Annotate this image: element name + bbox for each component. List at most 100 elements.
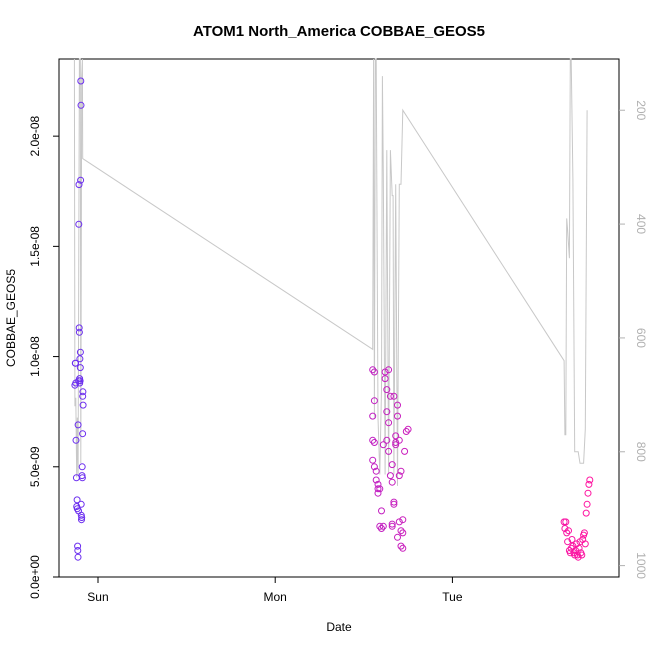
- data-point: [397, 527, 405, 535]
- data-point: [379, 441, 387, 449]
- data-point: [383, 386, 391, 394]
- data-point: [564, 538, 572, 546]
- data-point: [75, 324, 83, 332]
- data-point: [568, 536, 576, 543]
- data-point: [565, 527, 572, 535]
- pressure-line-segment: [73, 58, 588, 486]
- data-point: [376, 522, 384, 530]
- data-point: [394, 401, 401, 409]
- data-point: [578, 551, 586, 559]
- data-point: [370, 397, 378, 405]
- data-point: [370, 439, 378, 446]
- data-point: [580, 529, 588, 537]
- plot-frame: [58, 58, 620, 578]
- data-point: [369, 456, 377, 464]
- x-tick-label: Tue: [442, 590, 463, 604]
- data-point: [381, 375, 389, 383]
- data-point: [388, 461, 396, 469]
- data-point: [76, 364, 84, 372]
- data-point: [563, 529, 571, 537]
- data-point: [75, 220, 83, 228]
- data-point: [73, 496, 81, 504]
- data-point: [401, 447, 409, 455]
- data-point: [74, 553, 82, 561]
- right-tick-label: 800: [634, 442, 648, 462]
- data-point: [374, 489, 382, 497]
- y-tick-label: 1.5e-08: [28, 226, 42, 267]
- data-point: [582, 509, 590, 517]
- data-point: [372, 476, 380, 484]
- data-point: [376, 485, 384, 493]
- data-point: [75, 181, 83, 189]
- y-tick-label: 0.0e+00: [28, 555, 42, 599]
- data-point: [583, 500, 591, 508]
- data-point: [397, 467, 405, 475]
- x-tick-label: Sun: [87, 590, 108, 604]
- data-point: [586, 476, 594, 484]
- y-tick-label: 5.0e-09: [28, 446, 42, 487]
- data-point: [561, 525, 569, 532]
- data-point: [78, 474, 86, 482]
- data-point: [383, 408, 391, 416]
- data-point: [369, 366, 377, 374]
- right-tick-label: 400: [634, 214, 648, 234]
- data-point: [575, 544, 583, 552]
- data-point: [388, 520, 396, 528]
- data-point: [78, 514, 86, 521]
- data-point: [571, 551, 579, 559]
- data-point: [76, 348, 84, 356]
- data-point: [385, 419, 393, 427]
- data-point: [378, 525, 385, 532]
- data-point: [369, 436, 377, 444]
- data-point: [381, 368, 389, 376]
- data-point: [74, 542, 82, 550]
- data-point: [72, 436, 80, 444]
- data-point: [584, 489, 592, 497]
- data-point: [388, 478, 396, 486]
- x-axis: Sun Mon Tue: [87, 577, 463, 604]
- right-tick-label: 1000: [634, 552, 648, 579]
- data-point: [562, 518, 570, 526]
- data-point: [77, 101, 85, 109]
- data-points: [71, 77, 594, 561]
- data-point: [402, 428, 410, 435]
- data-point: [385, 366, 393, 374]
- data-point: [581, 540, 589, 548]
- x-tick-label: Mon: [264, 590, 287, 604]
- data-point: [79, 392, 87, 400]
- data-point: [77, 176, 85, 184]
- data-point: [76, 355, 84, 363]
- data-point: [395, 436, 403, 444]
- data-point: [79, 430, 87, 438]
- data-point: [383, 436, 391, 444]
- x-axis-label: Date: [326, 620, 352, 634]
- data-point: [399, 544, 407, 552]
- data-point: [374, 480, 382, 488]
- data-point: [78, 463, 86, 471]
- data-point: [386, 392, 394, 400]
- data-point: [79, 388, 87, 396]
- data-point: [78, 516, 85, 524]
- y-axis-label: COBBAE_GEOS5: [4, 269, 18, 367]
- data-point: [392, 432, 400, 440]
- data-point: [390, 498, 398, 506]
- pressure-line: [73, 58, 588, 486]
- data-point: [370, 463, 378, 471]
- data-point: [79, 401, 87, 409]
- data-point: [379, 522, 387, 530]
- data-point: [72, 359, 79, 367]
- data-point: [397, 542, 405, 550]
- y-tick-label: 1.0e-08: [28, 336, 42, 377]
- data-point: [395, 472, 403, 480]
- data-point: [378, 507, 385, 515]
- data-point: [74, 421, 82, 429]
- right-tick-label: 200: [634, 100, 648, 120]
- data-point: [394, 533, 401, 541]
- data-point: [399, 529, 407, 537]
- data-point: [369, 412, 377, 420]
- y-tick-label: 2.0e-08: [28, 115, 42, 156]
- data-point: [395, 518, 403, 526]
- data-point: [399, 516, 407, 524]
- data-point: [372, 467, 380, 475]
